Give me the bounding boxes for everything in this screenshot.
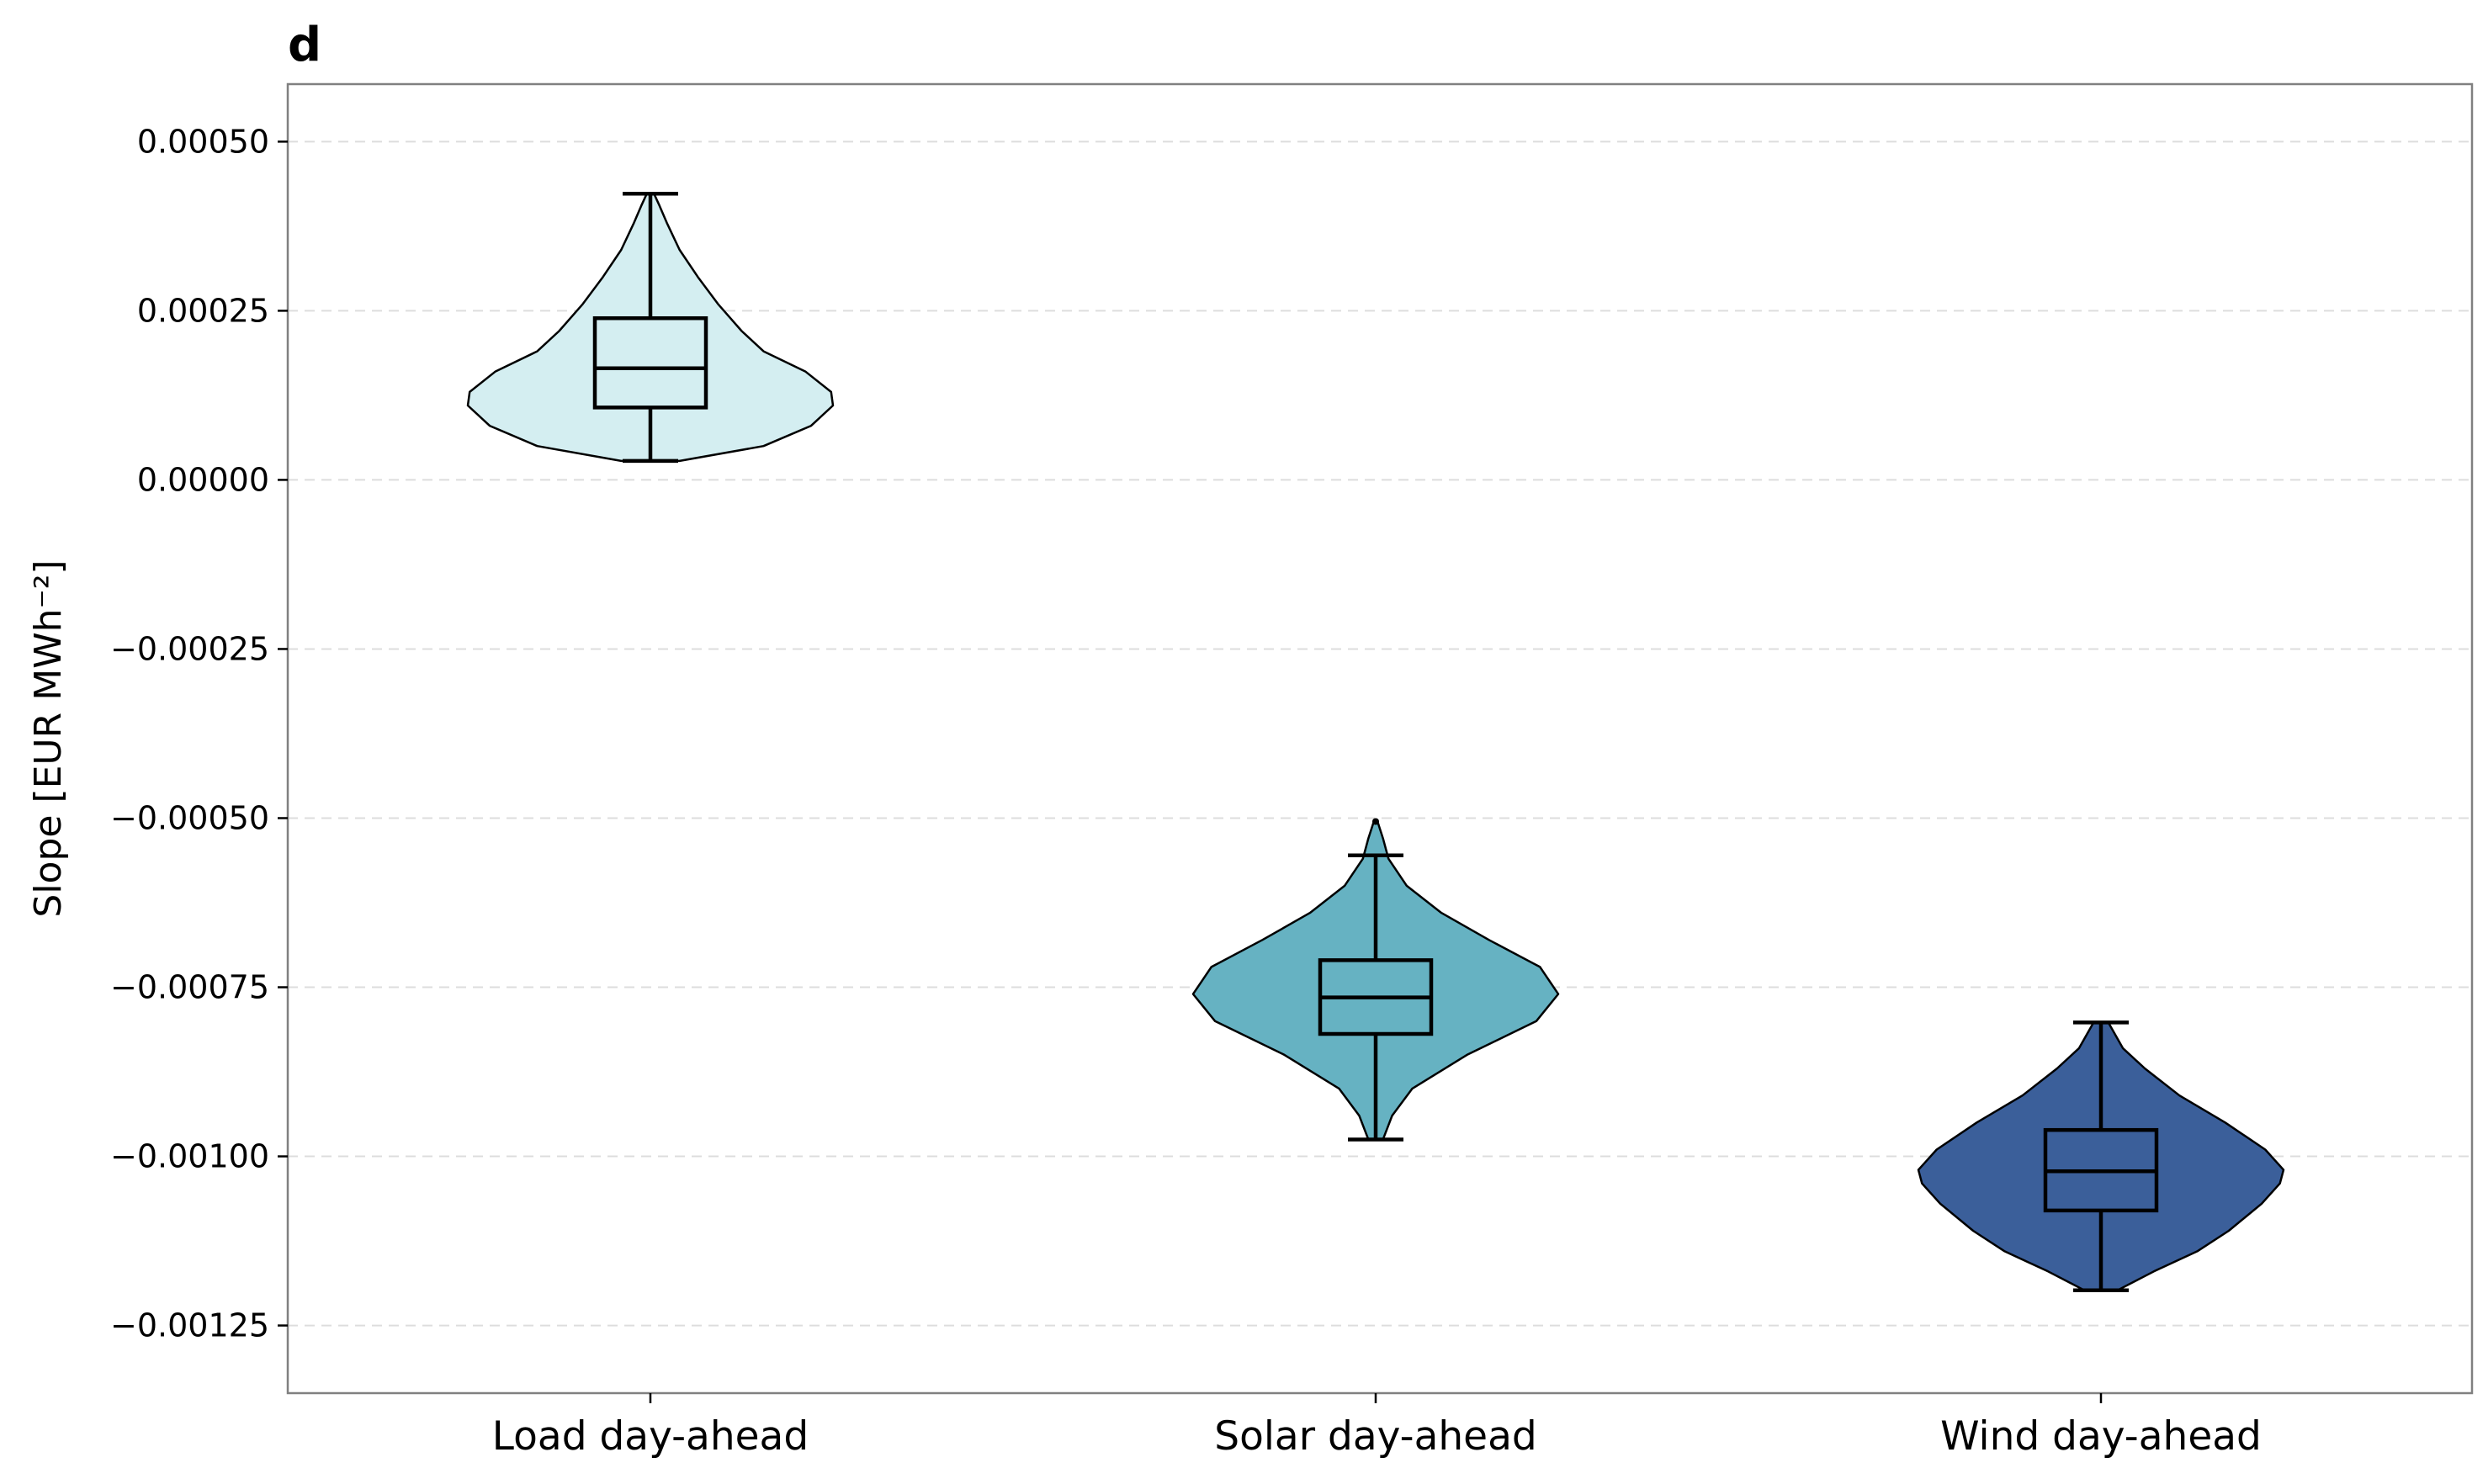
y-tick-label: −0.00075 xyxy=(110,969,269,1006)
boxplots xyxy=(592,192,2159,1293)
y-tick-label: 0.00000 xyxy=(137,461,269,498)
y-axis-ticks: 0.00050 0.00025 0.00000 −0.00025 −0.00050 −0.… xyxy=(110,123,288,1344)
y-tick-label: −0.00125 xyxy=(110,1307,269,1344)
y-tick-label: −0.00025 xyxy=(110,630,269,667)
panel-label: d xyxy=(288,18,321,72)
x-tick-label: Load day-ahead xyxy=(492,1413,809,1460)
y-tick-label: −0.00050 xyxy=(110,799,269,836)
x-tick-label: Solar day-ahead xyxy=(1214,1413,1536,1460)
x-axis-ticks: Load day-ahead Solar day-ahead Wind day-ah… xyxy=(492,1393,2262,1460)
outlier-point xyxy=(1372,818,1379,825)
iqr-box xyxy=(592,315,708,410)
y-tick-label: 0.00025 xyxy=(137,292,269,329)
y-axis-label: Slope [EUR MWh⁻²] xyxy=(27,559,70,917)
y-tick-label: −0.00100 xyxy=(110,1138,269,1175)
x-tick-label: Wind day-ahead xyxy=(1940,1413,2262,1460)
y-tick-label: 0.00050 xyxy=(137,123,269,160)
plot-frame xyxy=(286,82,2474,1395)
